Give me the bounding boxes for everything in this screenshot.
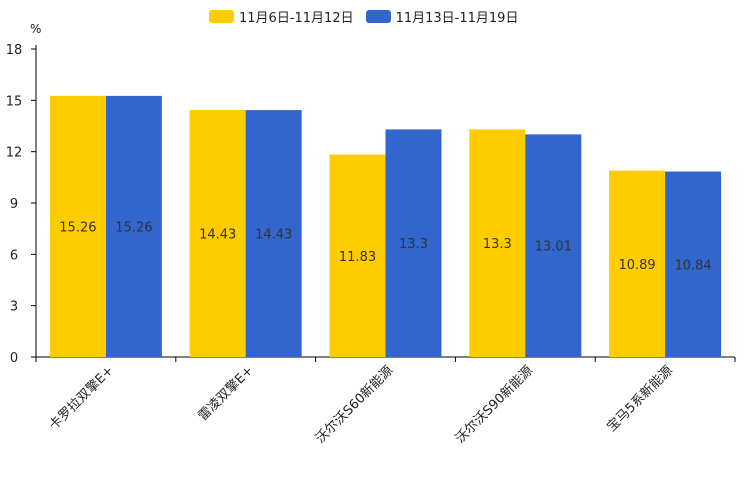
bar-series-1-0 <box>49 95 106 357</box>
x-category-label: 宝马5系新能源 <box>604 363 676 435</box>
x-category-label: 沃尔沃S90新能源 <box>452 363 536 447</box>
legend-item-series-2[interactable]: 11月13日-11月19日 <box>365 7 519 26</box>
data-label: 10.89 <box>618 258 655 273</box>
y-tick-label: 12 <box>6 146 23 161</box>
x-category-label: 卡罗拉双擎E+ <box>47 363 117 433</box>
y-tick-label: 0 <box>10 351 18 366</box>
y-tick-label: 3 <box>10 300 18 315</box>
bar-series-2-1 <box>245 110 302 357</box>
legend-label-series-1: 11月6日-11月12日 <box>239 10 354 26</box>
data-label: 10.84 <box>674 258 711 273</box>
x-category-label: 雷凌双擎E+ <box>196 363 257 424</box>
x-category-label: 沃尔沃S60新能源 <box>312 363 396 447</box>
data-label: 13.01 <box>535 240 572 255</box>
data-label: 14.43 <box>255 228 292 243</box>
legend: 11月6日-11月12日 11月13日-11月19日 <box>209 7 530 26</box>
data-label: 15.26 <box>59 220 96 235</box>
data-label: 13.3 <box>399 237 428 252</box>
bar-series-2-4 <box>665 171 722 357</box>
data-label: 14.43 <box>199 228 236 243</box>
bar-series-1-2 <box>329 154 386 357</box>
bar-series-1-3 <box>469 129 526 357</box>
y-tick-label: 18 <box>6 43 23 58</box>
bar-series-2-3 <box>525 134 582 357</box>
data-label: 15.26 <box>115 220 152 235</box>
data-label: 13.3 <box>483 237 512 252</box>
data-label: 11.83 <box>339 250 376 265</box>
y-tick-label: 9 <box>10 197 18 212</box>
legend-swatch-series-1 <box>209 9 234 23</box>
bar-series-2-2 <box>385 129 442 357</box>
bar-series-2-0 <box>105 95 162 357</box>
y-tick-label: 6 <box>10 248 18 263</box>
legend-swatch-series-2 <box>365 9 391 23</box>
y-axis-unit: % <box>30 22 42 36</box>
y-tick-label: 15 <box>6 94 23 109</box>
bar-series-1-4 <box>609 170 666 357</box>
bar-series-1-1 <box>189 110 246 357</box>
legend-item-series-1[interactable]: 11月6日-11月12日 <box>209 7 354 26</box>
legend-label-series-2: 11月13日-11月19日 <box>395 10 519 26</box>
